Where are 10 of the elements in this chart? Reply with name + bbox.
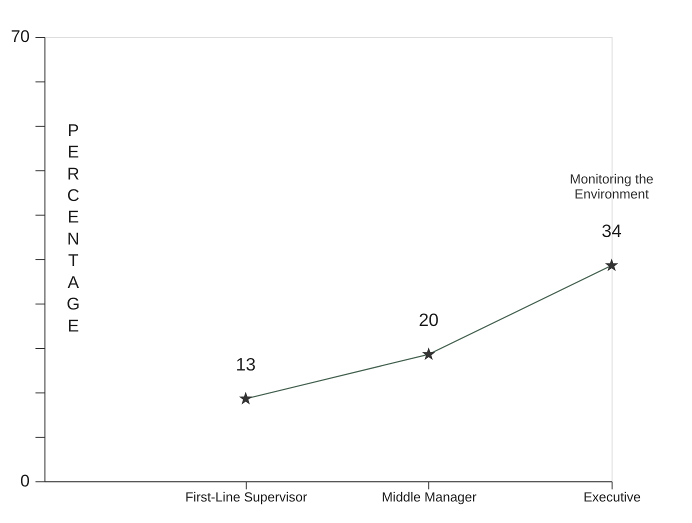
data-label: 13 — [236, 354, 256, 374]
data-label: 34 — [602, 221, 622, 242]
x-tick-label: First-Line Supervisor — [185, 490, 308, 505]
x-tick-label: Middle Manager — [382, 490, 478, 505]
annotation: Monitoring the Environment — [570, 172, 654, 202]
text: PERCENTAGE — [66, 120, 80, 336]
y-tick-label: 70 — [10, 27, 30, 46]
x-tick-label: Executive — [583, 490, 641, 505]
y-tick-label: 0 — [20, 471, 30, 490]
data-label: 20 — [418, 310, 439, 330]
